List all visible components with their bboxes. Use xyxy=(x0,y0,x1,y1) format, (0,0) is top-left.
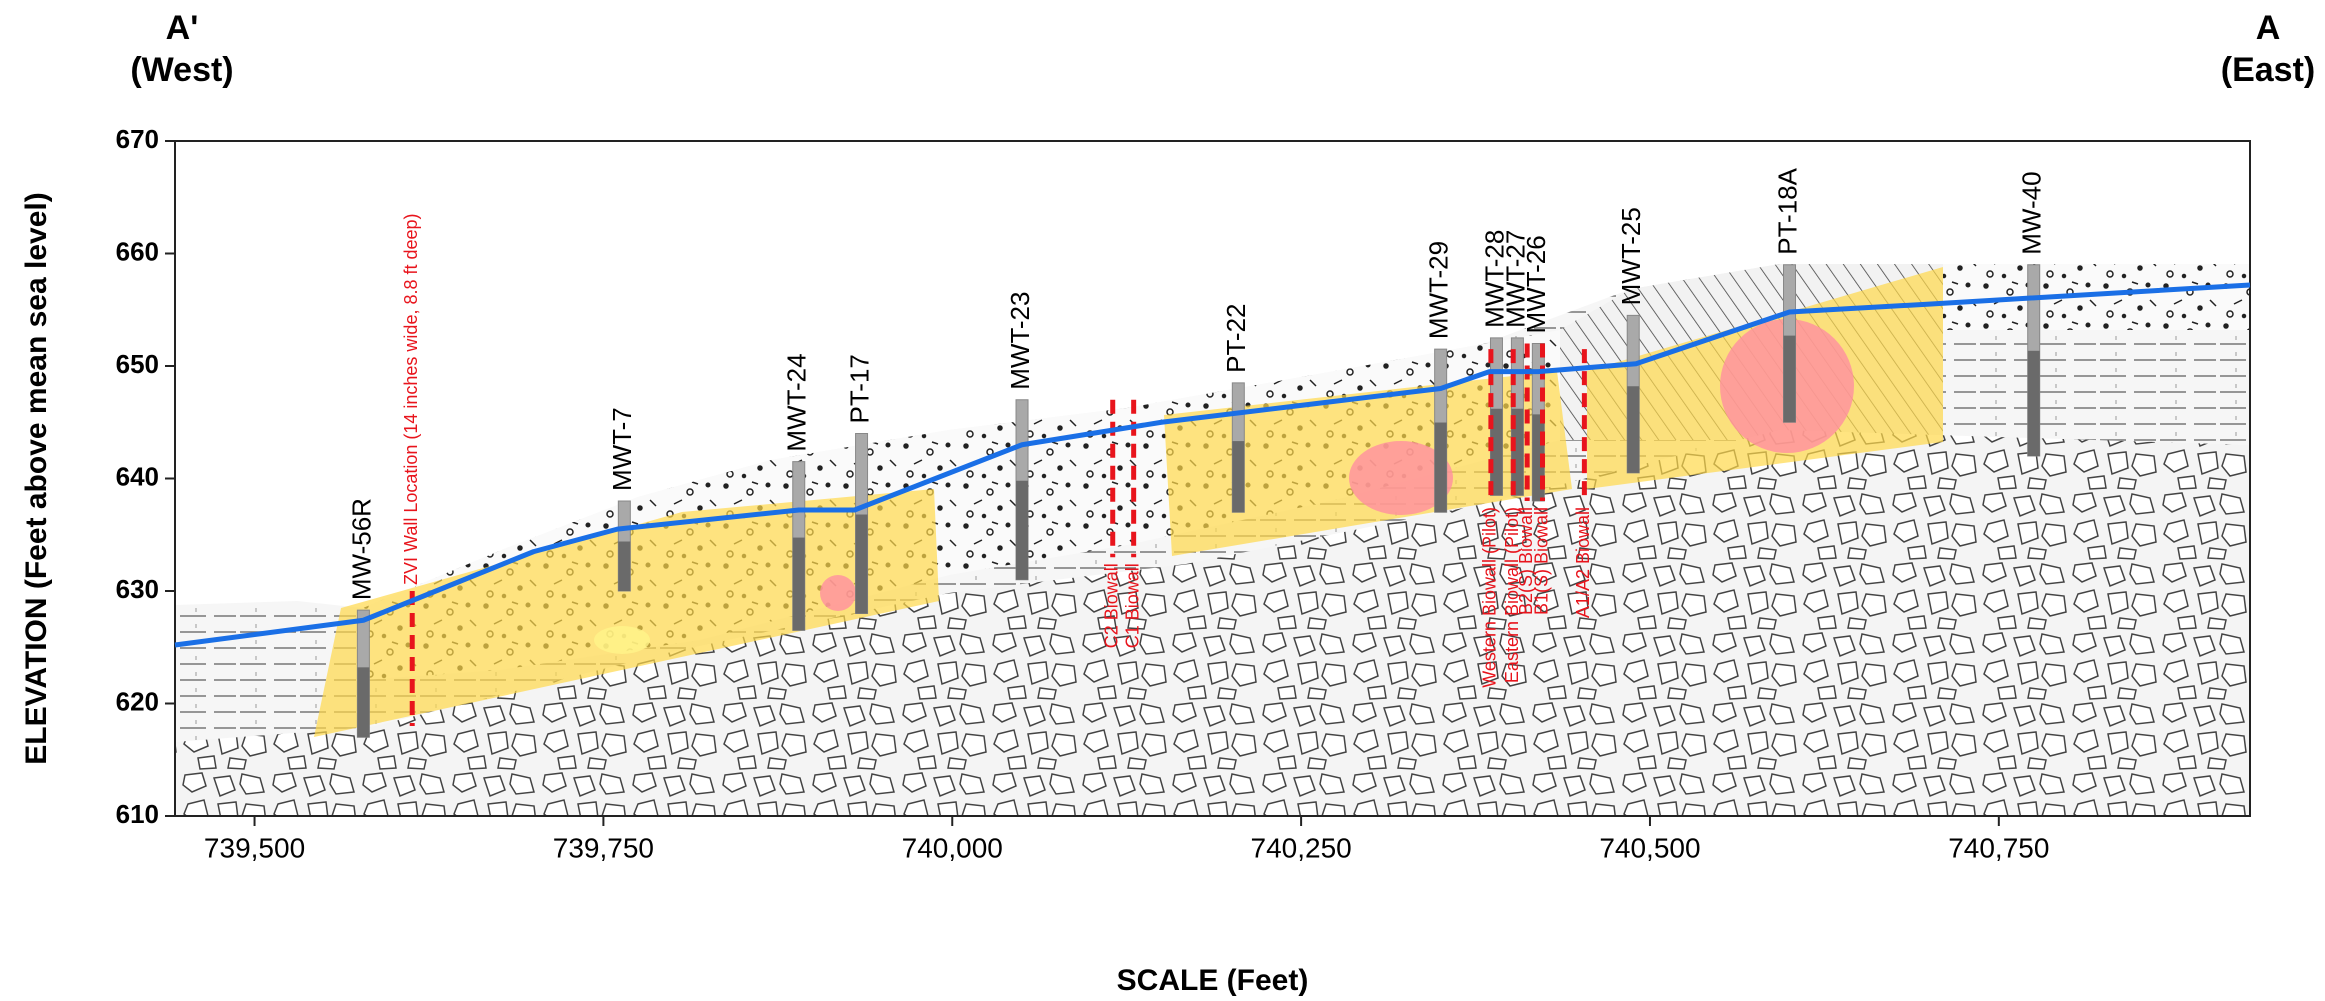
well-label: MWT-24 xyxy=(782,353,812,451)
x-tick-label: 739,750 xyxy=(553,832,654,863)
left-section-label: (West) xyxy=(130,51,233,89)
well-label: MW-40 xyxy=(2017,171,2047,254)
water-table-line xyxy=(174,282,2251,648)
well-screen xyxy=(792,537,805,631)
right-section-label: (East) xyxy=(2221,51,2315,89)
well-screen xyxy=(1783,335,1796,423)
well-screen xyxy=(855,514,868,614)
well-label: MWT-28 xyxy=(1479,230,1509,328)
x-tick-label: 740,500 xyxy=(1599,832,1700,863)
annotation-label: B2(S) Biowall xyxy=(1516,507,1536,615)
annotation-label: ZVI Wall Location (14 inches wide, 8.8 f… xyxy=(401,213,421,585)
well-label: MWT-23 xyxy=(1005,292,1035,390)
y-tick-label: 620 xyxy=(116,686,159,716)
well-screen xyxy=(1232,441,1245,513)
y-tick-label: 660 xyxy=(116,236,159,266)
well-screen xyxy=(1434,422,1447,513)
x-tick-label: 740,250 xyxy=(1251,832,1352,863)
well-label: MWT-27 xyxy=(1500,230,1530,328)
y-axis-title: ELEVATION (Feet above mean sea level) xyxy=(20,192,53,764)
y-tick-label: 630 xyxy=(116,574,159,604)
x-axis-title: SCALE (Feet) xyxy=(1117,964,1309,997)
x-tick-label: 740,750 xyxy=(1948,832,2049,863)
well-screen xyxy=(2027,350,2040,456)
y-tick-label: 610 xyxy=(116,799,159,829)
y-tick-label: 650 xyxy=(116,349,159,379)
well-screen xyxy=(1016,480,1029,580)
geology xyxy=(175,264,2250,816)
annotation-label: Eastern Biowall (Pilot) xyxy=(1502,507,1522,683)
well-label: MWT-25 xyxy=(1616,207,1646,305)
y-tick-label: 670 xyxy=(116,124,159,154)
annotation-label: C1 Biowall xyxy=(1122,563,1142,648)
well-screen xyxy=(357,667,370,738)
well-label: MWT-29 xyxy=(1424,241,1454,339)
chart-layer: 610 620 630 640 650 660 670 739,500 739,750 740,0… xyxy=(20,9,2315,997)
x-tick-label: 739,500 xyxy=(204,832,305,863)
well-label: PT-22 xyxy=(1221,304,1251,373)
well-screen xyxy=(1490,408,1503,496)
annotation-label: C2 Biowall xyxy=(1101,563,1121,648)
annotation-label: Western Biowall (Pilot) xyxy=(1480,507,1500,688)
right-section-label: A xyxy=(2256,9,2281,47)
well-screen xyxy=(1627,386,1640,473)
well-screen xyxy=(1511,408,1524,496)
well-label: PT-17 xyxy=(844,354,874,423)
well-screen xyxy=(618,541,631,591)
x-tick-label: 740,000 xyxy=(902,832,1003,863)
annotation-label: B1(S) Biowall xyxy=(1531,507,1551,615)
well-label: PT-18A xyxy=(1772,167,1802,254)
y-tick-label: 640 xyxy=(116,461,159,491)
well-label: MW-56R xyxy=(346,498,376,600)
well-label: MWT-7 xyxy=(607,407,637,491)
well-label: MWT-26 xyxy=(1521,235,1551,333)
annotation-label: A1/A2 Biowall xyxy=(1573,507,1593,618)
left-section-label: A' xyxy=(166,9,199,47)
